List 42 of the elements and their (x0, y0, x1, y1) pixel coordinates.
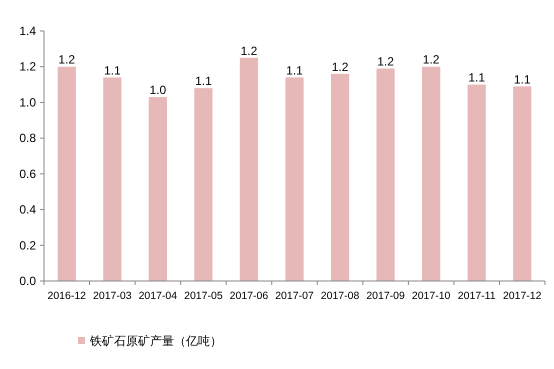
y-tick-label: 0.4 (19, 202, 36, 217)
x-tick-label: 2017-06 (230, 290, 268, 302)
y-tick-label: 0.2 (19, 238, 36, 252)
data-label: 1.1 (104, 63, 121, 78)
data-label: 1.0 (150, 83, 167, 98)
data-label: 1.2 (422, 52, 440, 67)
bar (422, 66, 440, 281)
bar (513, 86, 532, 281)
bar (103, 77, 122, 281)
x-tick-label: 2017-03 (93, 290, 132, 302)
data-label: 1.2 (332, 60, 349, 74)
x-tick-label: 2017-05 (184, 290, 223, 302)
bar (330, 74, 350, 281)
bar (194, 88, 213, 281)
x-tick-label: 2016-12 (48, 290, 86, 302)
bar (148, 97, 167, 281)
bar (58, 66, 76, 281)
data-label: 1.1 (286, 63, 304, 78)
x-tick-label: 2017-10 (412, 290, 451, 302)
bar (285, 77, 304, 281)
bar (468, 84, 486, 281)
y-tick-label: 1.0 (19, 95, 36, 110)
data-label: 1.1 (468, 70, 486, 85)
x-tick-label: 2017-08 (320, 290, 360, 302)
x-tick-label: 2017-11 (458, 290, 496, 302)
data-label: 1.1 (514, 72, 531, 86)
y-tick-label: 0.6 (19, 166, 36, 181)
y-tick-label: 0.8 (19, 131, 36, 146)
legend-label: 铁矿石原矿产量（亿吨） (89, 334, 222, 348)
y-tick-label: 1.4 (19, 24, 36, 38)
x-tick-label: 2017-12 (502, 290, 542, 302)
x-tick-label: 2017-09 (366, 290, 406, 302)
data-label: 1.1 (195, 74, 212, 88)
x-tick-label: 2017-07 (275, 290, 314, 302)
bar (376, 68, 395, 281)
y-tick-label: 1.2 (19, 60, 36, 74)
bar (240, 58, 258, 281)
data-label: 1.2 (58, 52, 76, 67)
x-tick-label: 2017-04 (138, 290, 178, 302)
data-label: 1.2 (377, 54, 394, 68)
y-tick-label: 0.0 (19, 274, 36, 288)
data-label: 1.2 (240, 44, 258, 58)
